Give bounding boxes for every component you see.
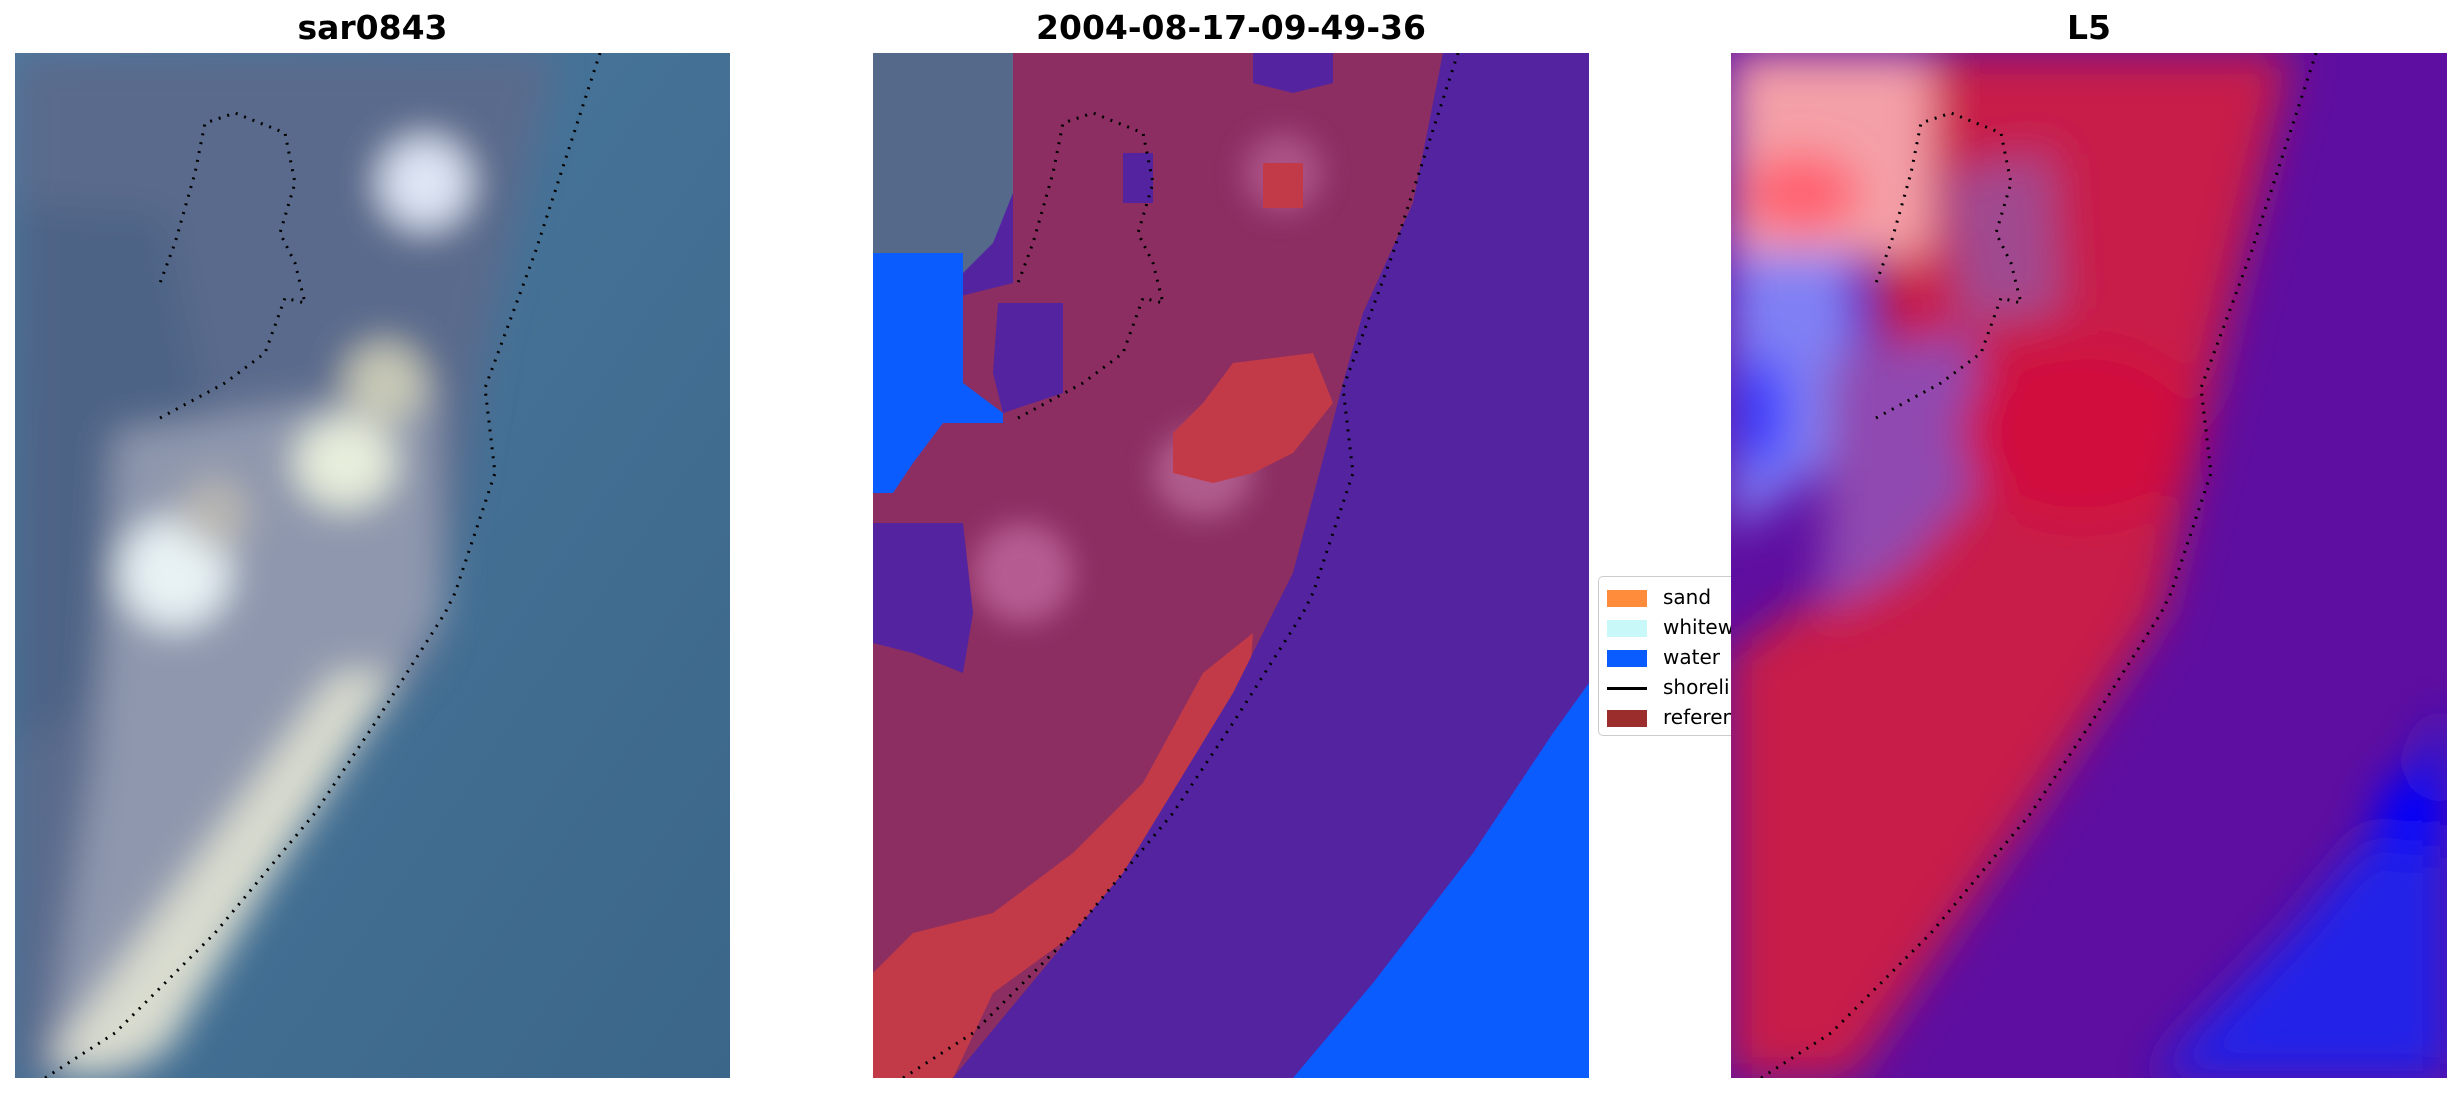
legend-label-reference: reference [1663,705,1732,729]
legend-item-reference: reference [1607,705,1732,729]
panel-title-rgb: sar0843 [297,8,448,47]
panel-title-index: L5 [2067,8,2111,47]
shoreline-index [1760,53,2318,1078]
legend-item-water: water [1607,645,1720,669]
legend-swatch-water [1607,650,1647,667]
classification-panel [873,53,1589,1078]
legend-item-sand: sand [1607,585,1711,609]
legend-label-sand: sand [1663,585,1712,609]
legend-line-shoreline [1607,687,1647,690]
shoreline-classification [902,53,1460,1078]
legend-swatch-reference [1607,710,1647,727]
legend-swatch-whitewater [1607,620,1647,637]
index-panel [1731,53,2447,1078]
shoreline-rgb [44,53,602,1078]
rgb-image [15,53,730,1078]
classification-image [873,53,1589,1078]
legend-label-shoreline: shoreline [1663,675,1732,699]
panel-title-classification: 2004-08-17-09-49-36 [1036,8,1426,47]
legend-item-shoreline: shoreline [1607,675,1732,699]
legend-swatch-sand [1607,590,1647,607]
index-image [1731,53,2447,1078]
legend-label-water: water [1663,645,1720,669]
rgb-image-panel [15,53,730,1078]
